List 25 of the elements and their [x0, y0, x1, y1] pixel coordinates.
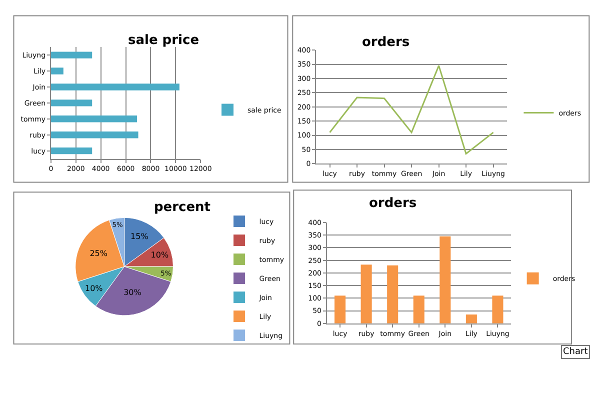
data-label: 10% [84, 284, 104, 294]
bar [50, 116, 138, 122]
data-label: 25% [90, 249, 108, 258]
data-label: 15% [130, 232, 149, 242]
text: Chart [563, 347, 588, 357]
bar [413, 296, 424, 324]
bar [360, 264, 372, 324]
bar [50, 100, 92, 106]
chart-title: sale price [128, 33, 200, 48]
chart-title: percent [154, 200, 211, 215]
bar [334, 296, 346, 324]
bar [50, 147, 92, 154]
bar [50, 52, 92, 58]
data-label: 10% [150, 250, 169, 260]
chart-title: orders [362, 35, 410, 50]
bar [50, 68, 64, 74]
bar [492, 296, 504, 324]
data-label: 30% [124, 288, 142, 297]
bar [50, 132, 138, 138]
chart-title: orders [369, 196, 417, 211]
bar [50, 84, 180, 90]
bar [387, 265, 398, 324]
bar [440, 236, 451, 324]
line-series [329, 64, 494, 154]
bar [466, 314, 477, 324]
